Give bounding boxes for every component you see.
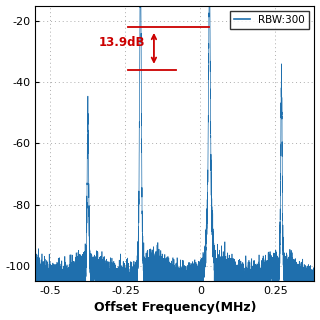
X-axis label: Offset Frequency(MHz): Offset Frequency(MHz)	[94, 301, 256, 315]
Legend: RBW:300: RBW:300	[230, 11, 309, 29]
Text: 13.9dB: 13.9dB	[99, 36, 145, 49]
